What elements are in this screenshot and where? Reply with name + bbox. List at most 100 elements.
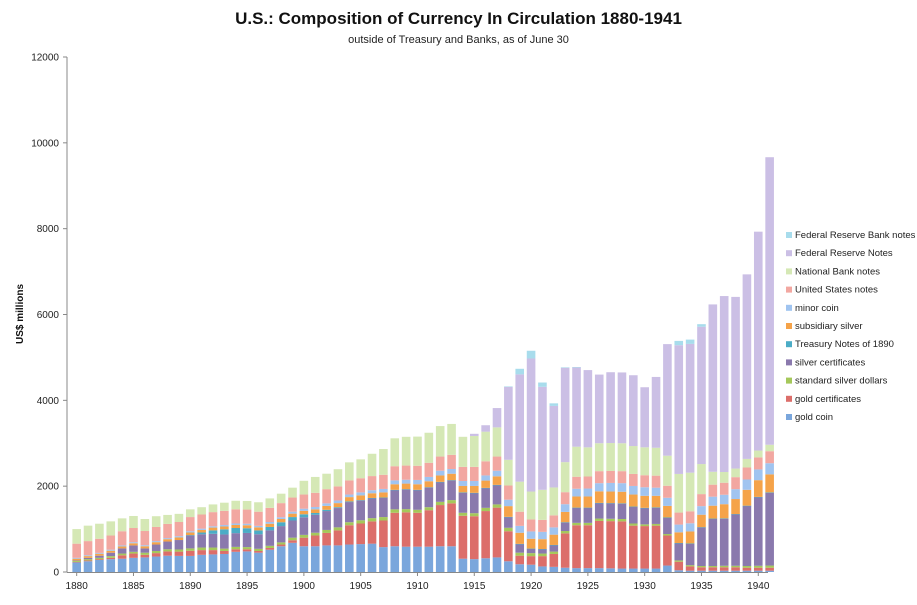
x-tick-label: 1940 [747, 581, 770, 592]
bar-segment-standard-silver-dollars-1925 [583, 522, 593, 526]
bar-segment-gold-certificates-1936 [708, 567, 718, 571]
bar-segment-gold-coin-1925 [583, 568, 593, 572]
bar-segment-federal-reserve-notes-1941 [765, 157, 774, 445]
bar-segment-united-states-notes-1914 [458, 466, 468, 482]
bar-segment-national-bank-notes-1887 [151, 516, 161, 527]
bar-segment-gold-coin-1935 [697, 570, 706, 572]
bar-segment-treasury-notes-of-1890-1926 [594, 502, 604, 504]
bar-segment-silver-certificates-1888 [163, 541, 172, 550]
bar-segment-federal-reserve-bank-notes-1934 [685, 339, 695, 344]
bar-segment-minor-coin-1917 [492, 470, 502, 477]
y-tick-label: 12000 [31, 53, 59, 64]
bar-segment-subsidiary-silver-1882 [95, 553, 104, 556]
bar-segment-federal-reserve-bank-notes-1918 [504, 386, 513, 387]
legend-label-united-states-notes: United States notes [795, 285, 878, 296]
bar-segment-minor-coin-1927 [606, 482, 615, 492]
bar-segment-subsidiary-silver-1881 [83, 556, 93, 558]
bar-segment-subsidiary-silver-1934 [685, 531, 695, 544]
bar-segment-minor-coin-1923 [560, 504, 570, 512]
bar-segment-gold-coin-1922 [549, 566, 559, 572]
bar-segment-gold-coin-1912 [435, 546, 445, 572]
bar-segment-national-bank-notes-1929 [629, 446, 638, 474]
bar-segment-standard-silver-dollars-1910 [413, 509, 422, 513]
bar-segment-standard-silver-dollars-1917 [492, 504, 502, 508]
bar-segment-federal-reserve-notes-1926 [594, 374, 604, 444]
bar-segment-minor-coin-1928 [617, 483, 627, 492]
bar-segment-united-states-notes-1913 [447, 454, 456, 469]
bar-segment-subsidiary-silver-1909 [401, 483, 411, 490]
bar-segment-minor-coin-1937 [719, 494, 729, 505]
bar-segment-federal-reserve-notes-1925 [583, 370, 593, 448]
bar-segment-standard-silver-dollars-1886 [140, 552, 150, 555]
bar-segment-silver-certificates-1910 [413, 490, 422, 510]
bar-segment-national-bank-notes-1941 [765, 444, 774, 452]
bar-segment-minor-coin-1907 [379, 488, 388, 493]
bar-segment-silver-certificates-1925 [583, 507, 593, 523]
bar-segment-gold-coin-1887 [151, 556, 161, 572]
bar-segment-united-states-notes-1911 [424, 462, 434, 477]
bar-segment-gold-certificates-1924 [572, 525, 581, 569]
bar-segment-silver-certificates-1927 [606, 503, 615, 519]
bar-segment-national-bank-notes-1933 [674, 473, 684, 513]
bar-segment-gold-certificates-1902 [322, 532, 331, 546]
bar-segment-silver-certificates-1926 [594, 503, 604, 519]
bar-segment-gold-coin-1891 [197, 554, 206, 572]
bar-segment-national-bank-notes-1898 [276, 493, 286, 504]
bar-segment-united-states-notes-1921 [538, 519, 547, 532]
bar-segment-subsidiary-silver-1941 [765, 474, 774, 493]
bar-segment-subsidiary-silver-1896 [254, 527, 263, 531]
bar-segment-federal-reserve-notes-1929 [629, 375, 638, 447]
bar-segment-national-bank-notes-1926 [594, 443, 604, 472]
bar-segment-federal-reserve-bank-notes-1919 [515, 368, 525, 375]
bar-segment-gold-certificates-1889 [174, 551, 184, 556]
bar-segment-standard-silver-dollars-1938 [731, 565, 740, 568]
bar-segment-minor-coin-1882 [95, 552, 104, 554]
bar-segment-united-states-notes-1899 [288, 497, 297, 512]
bar-segment-minor-coin-1902 [322, 503, 331, 506]
bar-segment-subsidiary-silver-1932 [663, 505, 672, 518]
bar-segment-united-states-notes-1900 [299, 494, 309, 509]
bar-segment-silver-certificates-1901 [310, 514, 320, 533]
bar-segment-gold-coin-1907 [379, 547, 388, 572]
bar-segment-gold-certificates-1923 [560, 533, 570, 568]
bar-segment-standard-silver-dollars-1929 [629, 523, 638, 526]
bar-segment-standard-silver-dollars-1888 [163, 549, 172, 552]
bar-segment-gold-certificates-1905 [356, 523, 365, 545]
bar-segment-treasury-notes-of-1890-1915 [469, 492, 479, 494]
bar-segment-gold-coin-1890 [185, 555, 195, 572]
bar-segment-treasury-notes-of-1890-1927 [606, 503, 615, 504]
bar-segment-treasury-notes-of-1890-1932 [663, 517, 672, 518]
bar-segment-gold-certificates-1914 [458, 515, 468, 559]
bar-segment-silver-certificates-1907 [379, 497, 388, 518]
bar-segment-subsidiary-silver-1928 [617, 491, 627, 504]
bar-segment-gold-certificates-1930 [640, 526, 649, 569]
bar-segment-silver-certificates-1939 [742, 505, 752, 566]
bar-segment-silver-certificates-1932 [663, 517, 672, 535]
bar-segment-treasury-notes-of-1890-1892 [208, 530, 218, 534]
x-tick-label: 1910 [406, 581, 429, 592]
bar-segment-gold-certificates-1929 [629, 525, 638, 569]
bar-segment-national-bank-notes-1932 [663, 455, 672, 486]
bar-segment-silver-certificates-1894 [231, 533, 241, 547]
bar-segment-subsidiary-silver-1913 [447, 473, 456, 481]
bar-segment-gold-certificates-1896 [254, 550, 263, 553]
bar-segment-silver-certificates-1931 [651, 507, 661, 524]
x-tick-label: 1890 [179, 581, 202, 592]
bar-segment-gold-coin-1881 [83, 561, 93, 572]
bar-segment-federal-reserve-notes-1935 [697, 326, 706, 465]
bar-segment-minor-coin-1938 [731, 489, 740, 500]
bar-segment-subsidiary-silver-1936 [708, 505, 718, 519]
legend-swatch-gold-coin [786, 414, 792, 420]
bar-segment-standard-silver-dollars-1922 [549, 551, 559, 554]
bar-segment-standard-silver-dollars-1924 [572, 522, 581, 526]
bar-segment-silver-certificates-1882 [95, 555, 104, 558]
bar-segment-silver-certificates-1933 [674, 543, 684, 561]
bar-segment-treasury-notes-of-1890-1941 [765, 492, 774, 493]
y-axis-title: US$ millions [15, 284, 26, 344]
bar-segment-gold-certificates-1886 [140, 554, 150, 558]
bar-segment-minor-coin-1909 [401, 479, 411, 484]
bar-segment-gold-coin-1930 [640, 568, 649, 572]
bar-segment-silver-certificates-1915 [469, 493, 479, 514]
bar-segment-silver-certificates-1880 [72, 560, 81, 561]
